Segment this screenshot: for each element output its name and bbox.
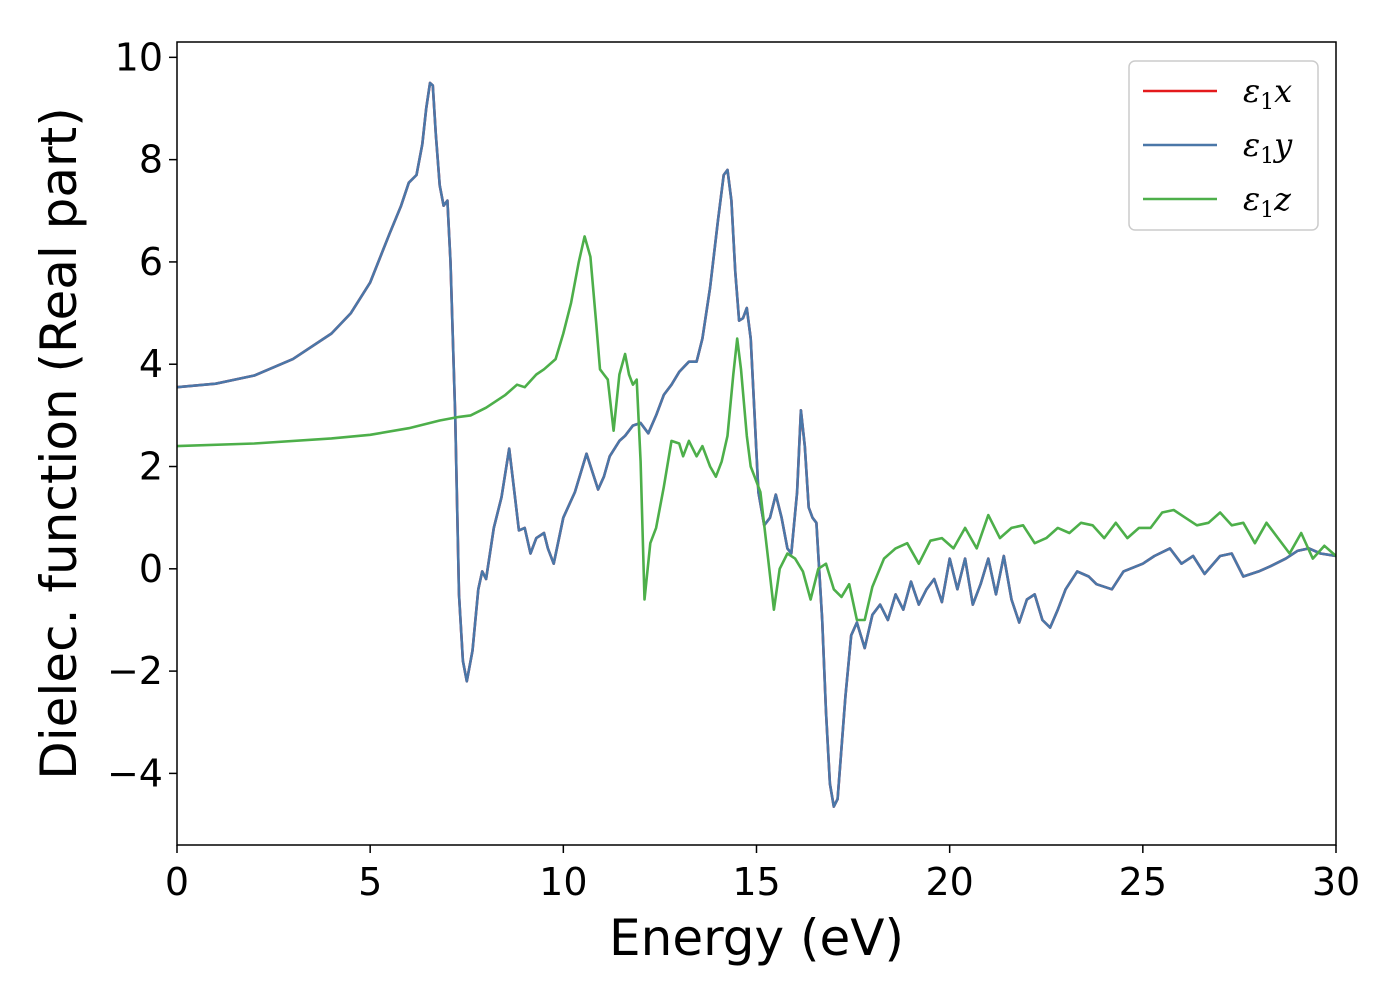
y-tick-label: 6 — [139, 240, 163, 284]
y-tick-label: −2 — [107, 649, 163, 693]
x-tick-label: 15 — [732, 860, 780, 904]
legend: ε1x ε1y ε1z — [1128, 60, 1319, 231]
y-tick-label: 8 — [139, 138, 163, 182]
x-tick-label: 0 — [165, 860, 189, 904]
x-tick-label: 30 — [1312, 860, 1360, 904]
legend-label: ε1y — [1243, 126, 1293, 169]
y-tick-label: 0 — [139, 547, 163, 591]
legend-entry-y: ε1y — [1143, 126, 1293, 169]
legend-entry-z: ε1z — [1143, 180, 1292, 223]
legend-entry-x: ε1x — [1143, 72, 1292, 115]
legend-label: ε1x — [1243, 72, 1292, 115]
series-line-y — [177, 81, 1336, 808]
series-line-z — [177, 235, 1336, 622]
y-tick-label: 4 — [139, 342, 163, 386]
y-axis-ticks: −4 −2 0 2 4 6 8 10 — [107, 35, 177, 795]
x-tick-label: 5 — [358, 860, 382, 904]
x-axis-label: Energy (eV) — [609, 909, 904, 967]
series-layer — [177, 81, 1336, 808]
x-tick-label: 25 — [1119, 860, 1167, 904]
legend-label: ε1z — [1243, 180, 1292, 223]
y-axis-label: Dielec. function (Real part) — [30, 107, 88, 779]
y-tick-label: 2 — [139, 445, 163, 489]
y-tick-label: 10 — [115, 35, 163, 79]
x-axis-ticks: 0 5 10 15 20 25 30 — [165, 845, 1360, 904]
x-tick-label: 20 — [925, 860, 973, 904]
legend-box — [1128, 60, 1319, 231]
y-tick-label: −4 — [107, 751, 163, 795]
x-tick-label: 10 — [539, 860, 587, 904]
